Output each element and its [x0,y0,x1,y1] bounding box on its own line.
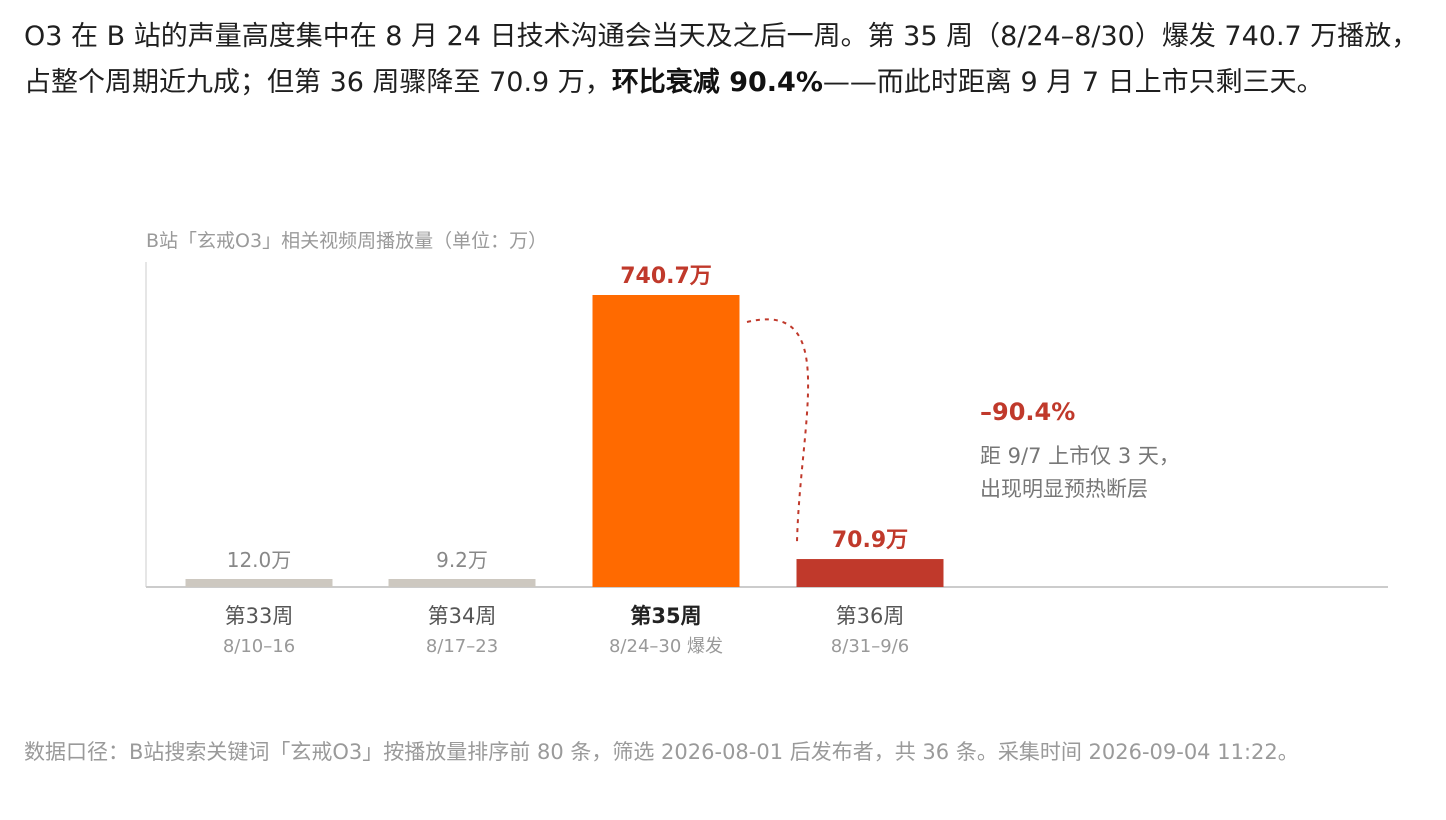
intro-text-2: ——而此时距离 9 月 7 日上市只剩三天。 [822,67,1324,98]
bar-4 [796,559,944,587]
x-tick-sublabel-1: 8/10–16 [223,636,295,657]
bar-2 [388,579,536,587]
data-source-note: 数据口径：B站搜索关键词「玄戒O3」按播放量排序前 80 条，筛选 2026-0… [24,740,1299,764]
chart-title: B站「玄戒O3」相关视频周播放量（单位：万） [146,230,548,252]
x-tick-sublabel-3: 8/24–30 爆发 [609,636,723,657]
x-tick-label-3: 第35周 [630,604,701,628]
annotation-note-line-2: 出现明显预热断层 [980,477,1148,501]
bar-3 [592,295,740,587]
intro-text-1: O3 在 B 站的声量高度集中在 8 月 24 日技术沟通会当天及之后一周。第 … [24,21,1419,98]
bar-value-label-3: 740.7万 [620,264,712,289]
x-tick-label-1: 第33周 [225,604,294,628]
bar-1 [185,579,333,587]
bar-value-label-4: 70.9万 [832,528,908,553]
x-tick-label-2: 第34周 [428,604,497,628]
x-tick-sublabel-4: 8/31–9/6 [831,636,909,657]
annotation-note-line-1: 距 9/7 上市仅 3 天， [980,444,1180,468]
x-tick-label-4: 第36周 [836,604,905,628]
x-tick-sublabel-2: 8/17–23 [426,636,498,657]
decline-connector-curve [746,318,810,543]
change-annotation: –90.4% [980,398,1076,426]
bar-value-label-2: 9.2万 [436,548,488,572]
intro-bold-text: 环比衰减 90.4% [611,67,823,98]
bar-value-label-1: 12.0万 [227,548,292,572]
intro-paragraph: O3 在 B 站的声量高度集中在 8 月 24 日技术沟通会当天及之后一周。第 … [24,14,1424,106]
annotation-note: 距 9/7 上市仅 3 天， 出现明显预热断层 [980,440,1280,506]
